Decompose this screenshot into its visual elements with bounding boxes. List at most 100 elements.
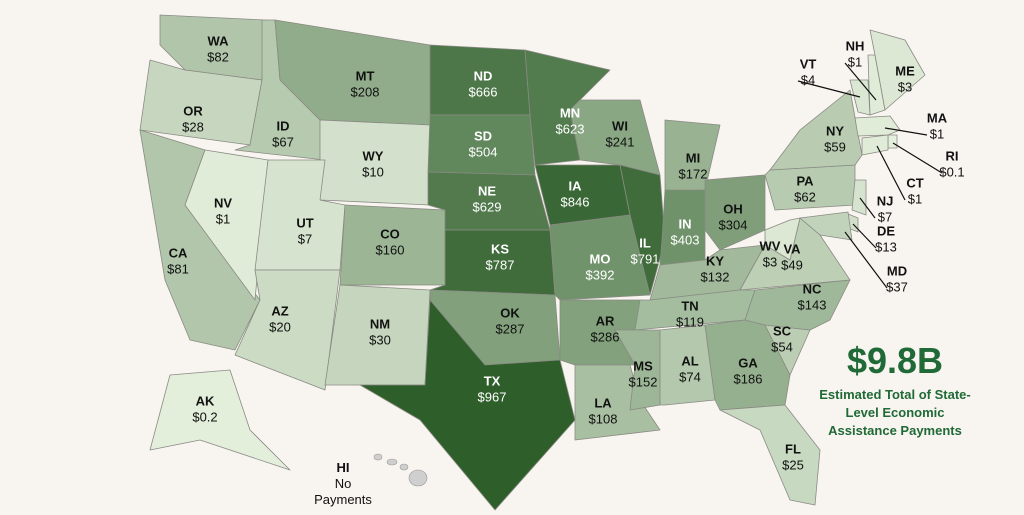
state-value: $160 <box>376 242 405 257</box>
state-abbr: OH <box>723 201 743 216</box>
state-abbr: UT <box>296 215 313 230</box>
state-abbr: OR <box>183 103 203 118</box>
state-abbr: HI <box>336 460 350 475</box>
state-abbr: NC <box>803 281 822 296</box>
state-abbr: GA <box>738 355 758 370</box>
state-abbr: LA <box>594 395 612 410</box>
state-value: $7 <box>878 209 892 224</box>
state-value: $392 <box>586 267 615 282</box>
state-shape <box>359 299 576 511</box>
hawaii-islands <box>373 453 428 487</box>
state-value: $152 <box>629 374 658 389</box>
state-shape <box>861 134 889 156</box>
state-abbr: CA <box>169 245 188 260</box>
state-abbr: KY <box>706 253 724 268</box>
state-value: $20 <box>269 319 291 334</box>
state-abbr: KS <box>491 241 509 256</box>
state-value: $504 <box>469 144 498 159</box>
state-shape <box>149 369 291 471</box>
state-value: $791 <box>631 251 660 266</box>
state-value: $241 <box>606 134 635 149</box>
state-abbr: ME <box>895 63 915 78</box>
total-amount: $9.8B <box>846 340 944 381</box>
state-shape <box>659 324 716 406</box>
state-value: $62 <box>794 189 816 204</box>
state-shape <box>869 29 926 111</box>
state-value: $629 <box>473 199 502 214</box>
state-value: $666 <box>469 84 498 99</box>
state-abbr: NM <box>370 316 390 331</box>
state-value: $108 <box>589 411 618 426</box>
state-abbr: IL <box>639 235 651 250</box>
state-value: $59 <box>824 139 846 154</box>
state-abbr: RI <box>946 148 959 163</box>
leader-line <box>844 231 888 289</box>
state-abbr: MD <box>887 263 907 278</box>
state-value: $81 <box>167 261 189 276</box>
total-caption: Estimated Total of State-Level Economic … <box>819 387 971 438</box>
state-value: $4 <box>801 72 815 87</box>
state-value: $172 <box>679 166 708 181</box>
state-abbr: IN <box>679 216 692 231</box>
leader-line <box>876 145 906 201</box>
state-abbr: CO <box>380 226 400 241</box>
state-value: $82 <box>207 49 229 64</box>
leader-line <box>844 62 877 101</box>
state-value: $286 <box>591 329 620 344</box>
state-abbr: VA <box>783 241 801 256</box>
state-value: $623 <box>556 121 585 136</box>
state-shape <box>764 217 801 261</box>
state-value: $1 <box>848 54 862 69</box>
state-abbr: MS <box>633 358 653 373</box>
state-value: $13 <box>875 239 897 254</box>
state-abbr: AK <box>196 393 215 408</box>
state-value: $1 <box>930 126 944 141</box>
state-abbr: ND <box>474 68 493 83</box>
state-abbr: AL <box>681 353 698 368</box>
state-value: $0.2 <box>192 409 217 424</box>
state-abbr: AZ <box>271 303 288 318</box>
state-value: $403 <box>671 232 700 247</box>
state-abbr: PA <box>796 173 814 188</box>
state-abbr: NH <box>846 38 865 53</box>
state-value: $846 <box>561 194 590 209</box>
state-value: $967 <box>478 389 507 404</box>
state-shape <box>614 329 661 411</box>
leader-line <box>884 127 928 136</box>
state-shape <box>851 179 867 216</box>
state-value: $28 <box>182 119 204 134</box>
state-value: $132 <box>701 269 730 284</box>
state-value: $10 <box>362 164 384 179</box>
state-abbr: WI <box>612 118 628 133</box>
state-abbr: IA <box>569 178 583 193</box>
state-value: $119 <box>676 314 704 329</box>
state-value: $30 <box>369 332 391 347</box>
state-value: $3 <box>763 254 777 269</box>
state-abbr: WA <box>208 33 230 48</box>
state-value: $0.1 <box>939 164 964 179</box>
state-value: $67 <box>272 134 294 149</box>
state-shape <box>887 134 898 149</box>
state-abbr: NV <box>214 195 232 210</box>
state-shape <box>704 174 766 251</box>
state-shape <box>854 115 901 137</box>
hawaii-label: HI No Payments <box>312 460 374 508</box>
state-abbr: WV <box>760 238 781 253</box>
state-shape <box>574 364 661 441</box>
state-value: $143 <box>798 297 827 312</box>
state-abbr: MT <box>356 68 375 83</box>
state-value: $74 <box>679 369 701 384</box>
state-abbr: SC <box>773 323 792 338</box>
state-abbr: VT <box>800 56 817 71</box>
leader-line <box>859 197 876 219</box>
state-value: $304 <box>719 217 748 232</box>
state-abbr: FL <box>785 441 801 456</box>
state-value: $25 <box>782 457 804 472</box>
state-shape <box>549 214 651 301</box>
state-shape <box>744 279 851 331</box>
state-value: $287 <box>496 321 525 336</box>
state-value: $37 <box>886 279 908 294</box>
state-value: $787 <box>486 257 515 272</box>
